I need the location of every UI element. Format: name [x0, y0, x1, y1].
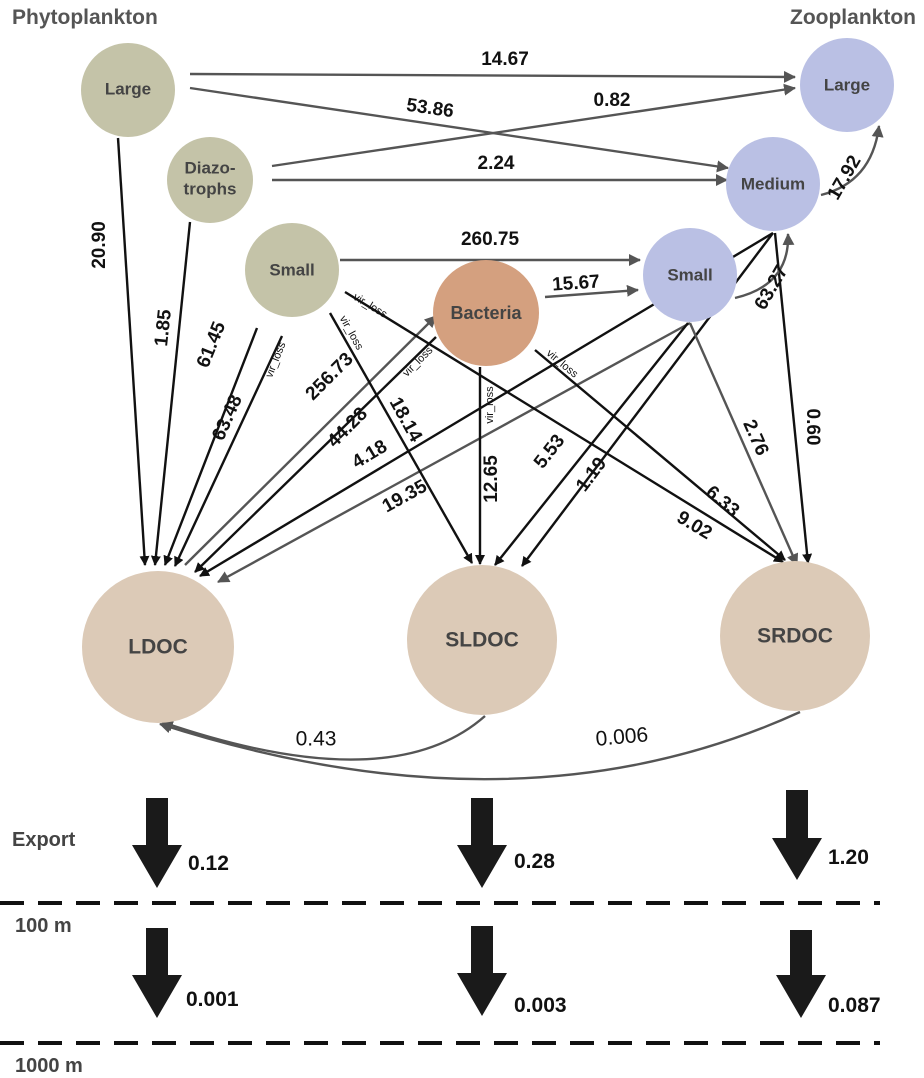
nodes: Large Diazo- trophs Small Bacteria Small…	[81, 38, 894, 723]
export-arrow-srdoc-1000	[776, 930, 826, 1018]
edge-phyto-small-vir-sldoc	[328, 312, 474, 564]
flux-label: 19.35	[379, 476, 431, 518]
node-phyto-large	[81, 43, 175, 137]
flux-label: 5.53	[530, 431, 569, 473]
export-arrow-sldoc-100	[457, 798, 507, 888]
flux-label: 63.27	[751, 262, 793, 314]
export-value: 0.087	[828, 994, 881, 1017]
node-zoo-small-label: Small	[667, 265, 712, 284]
node-ldoc-label: LDOC	[128, 636, 188, 659]
export-value: 0.001	[186, 988, 239, 1011]
node-phyto-small	[245, 223, 339, 317]
edge-zoo-small-zoo-medium	[734, 233, 795, 300]
node-srdoc	[720, 561, 870, 711]
edge-zoo-small-ldoc	[217, 321, 691, 584]
depth-label-1000m: 1000 m	[15, 1055, 83, 1077]
depth-label-100m: 100 m	[15, 915, 72, 937]
edge-bacteria-zoo-small	[544, 284, 639, 299]
phytoplankton-header: Phytoplankton	[12, 6, 158, 29]
export-arrow-srdoc-100	[772, 790, 822, 880]
export-arrow-ldoc-1000	[132, 928, 182, 1018]
export-section: Export 0.12 0.28 1.20 100 m 0.001 0.003 …	[0, 790, 881, 1077]
node-srdoc-label: SRDOC	[757, 625, 833, 648]
edge-phyto-small-vir-ldoc	[173, 335, 284, 567]
edge-zoo-small-srdoc	[688, 322, 799, 566]
flux-label: 0.006	[595, 723, 649, 750]
vir-loss-label: vir_loss	[351, 291, 390, 321]
edge-phyto-small-vir-srdoc	[344, 290, 784, 564]
flux-label: 0.60	[802, 409, 823, 446]
flux-edges	[116, 70, 884, 781]
flux-label: 2.24	[478, 153, 515, 174]
flux-label: 17.92	[824, 152, 866, 204]
flux-label: 15.67	[552, 271, 601, 295]
flux-label: 0.82	[594, 90, 631, 111]
node-phyto-small-label: Small	[269, 260, 314, 279]
flux-label: 14.67	[481, 49, 529, 70]
flux-label: 4.18	[348, 436, 391, 473]
flux-label: 1.85	[151, 308, 176, 347]
edge-phyto-large-zoo-medium	[189, 86, 729, 173]
node-zoo-large-label: Large	[824, 75, 870, 94]
node-bacteria	[433, 260, 539, 366]
edge-bacteria-vir-srdoc	[534, 349, 786, 561]
edge-phyto-large-zoo-large	[189, 70, 796, 83]
edge-diazo-ldoc	[150, 221, 192, 566]
export-arrow-sldoc-1000	[457, 926, 507, 1016]
node-bacteria-label: Bacteria	[450, 303, 522, 323]
edge-diazo-zoo-large	[271, 83, 796, 168]
vir-loss-label: vir_loss	[484, 386, 496, 424]
node-zoo-small	[643, 228, 737, 322]
edge-srdoc-ldoc	[159, 710, 801, 781]
node-diazotrophs-label-2: trophs	[184, 179, 237, 198]
flux-label: 2.76	[738, 417, 772, 459]
vir-loss-label: vir_loss	[401, 344, 436, 379]
node-phyto-large-label: Large	[105, 79, 151, 98]
flux-label: 20.90	[89, 221, 110, 269]
flux-label: 61.45	[193, 318, 230, 370]
edge-phyto-small-ldoc	[163, 327, 259, 566]
node-diazotrophs	[167, 137, 253, 223]
export-value: 0.12	[188, 852, 229, 875]
flux-label: 260.75	[461, 229, 520, 250]
node-ldoc	[82, 571, 234, 723]
export-value: 1.20	[828, 846, 869, 869]
edge-phyto-large-ldoc	[116, 137, 150, 566]
export-value: 0.003	[514, 994, 567, 1017]
node-zoo-large	[800, 38, 894, 132]
flux-label: 12.65	[481, 455, 502, 503]
edge-bacteria-vir-ldoc	[194, 336, 437, 573]
edge-ldoc-bacteria	[184, 315, 437, 566]
edge-sldoc-ldoc	[161, 715, 486, 761]
node-sldoc	[407, 565, 557, 715]
edge-zoo-medium-srdoc	[773, 232, 813, 564]
flux-label: 0.43	[296, 728, 337, 751]
node-zoo-medium-label: Medium	[741, 174, 805, 193]
flux-label: 9.02	[673, 507, 716, 544]
flux-label: 256.73	[302, 349, 358, 405]
export-arrow-ldoc-100	[132, 798, 182, 888]
flux-label: 53.86	[405, 95, 455, 122]
export-value: 0.28	[514, 850, 555, 873]
node-diazotrophs-label-1: Diazo-	[185, 158, 236, 177]
vir-loss-label: vir_loss	[263, 340, 288, 380]
flux-label: 63.48	[208, 392, 247, 444]
export-label: Export	[12, 829, 76, 851]
node-sldoc-label: SLDOC	[445, 629, 519, 652]
zooplankton-header: Zooplankton	[790, 6, 916, 29]
edge-zoo-medium-zoo-large	[820, 125, 884, 197]
node-zoo-medium	[726, 137, 820, 231]
